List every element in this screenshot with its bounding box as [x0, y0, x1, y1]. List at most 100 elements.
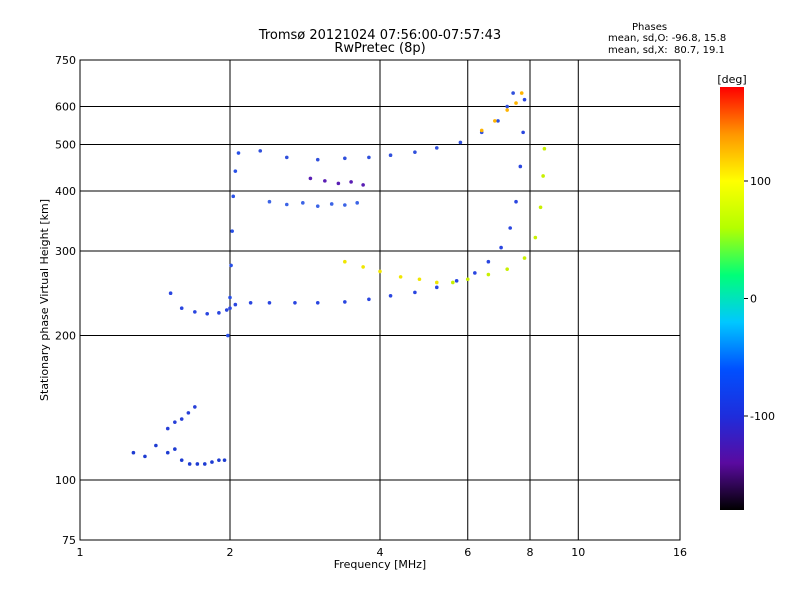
data-point [202, 462, 207, 466]
data-point [231, 194, 236, 199]
data-point [514, 101, 518, 105]
data-point [417, 277, 422, 282]
data-point [505, 108, 509, 112]
phase-stats-o: mean, sd,O: -96.8, 15.8 [608, 33, 727, 44]
data-point [154, 443, 158, 448]
phase-stats-x: mean, sd,X: 80.7, 19.1 [608, 45, 725, 56]
data-point [224, 308, 229, 312]
data-point [367, 297, 371, 302]
data-point [173, 420, 177, 424]
data-point [514, 199, 518, 204]
data-point [258, 149, 263, 153]
data-point [193, 310, 197, 314]
data-point [343, 300, 347, 304]
data-point [236, 151, 241, 155]
data-point [284, 202, 289, 207]
data-point [378, 269, 382, 274]
data-point [315, 204, 320, 208]
data-point [186, 411, 191, 415]
data-point [165, 426, 170, 431]
x-tick-label: 10 [571, 546, 585, 559]
data-point [284, 155, 289, 160]
y-tick-label: 500 [55, 139, 76, 152]
data-point [434, 146, 439, 150]
data-point [361, 265, 365, 269]
data-point [131, 450, 136, 455]
x-tick-label: 6 [464, 546, 471, 559]
data-point [542, 146, 547, 151]
data-point [301, 201, 305, 205]
data-point [293, 301, 297, 305]
data-point [465, 277, 470, 282]
data-point [538, 205, 543, 210]
data-point [343, 156, 347, 161]
data-point [168, 291, 173, 296]
chart-title: Tromsø 20121024 07:56:00-07:57:43 [258, 28, 502, 43]
data-point [187, 462, 192, 466]
data-point [473, 271, 477, 275]
data-point [205, 311, 209, 316]
data-point [355, 201, 359, 205]
x-tick-label: 8 [527, 546, 534, 559]
colorbar-tick-label: 100 [750, 175, 771, 188]
data-point [486, 259, 491, 264]
data-point [230, 229, 234, 233]
data-point [522, 97, 527, 102]
data-point [308, 176, 313, 181]
colorbar-tick-label: -100 [750, 410, 775, 423]
data-point [267, 301, 272, 305]
data-point [343, 203, 347, 207]
y-tick-label: 400 [55, 185, 76, 198]
data-point [179, 306, 184, 311]
data-point [533, 235, 538, 240]
data-point [315, 157, 320, 162]
colorbar [720, 87, 744, 510]
data-point [518, 164, 523, 169]
data-point [519, 91, 524, 95]
data-point [210, 460, 214, 464]
data-point [315, 301, 320, 305]
data-point [195, 462, 200, 466]
data-point [541, 174, 545, 178]
data-point [522, 256, 527, 260]
y-axis-label: Stationary phase Virtual Height [km] [38, 199, 51, 401]
data-point [388, 153, 393, 158]
data-point [505, 267, 509, 271]
data-point [179, 458, 184, 462]
data-point [323, 179, 327, 183]
data-point [179, 417, 184, 421]
data-point [193, 405, 197, 409]
data-point [336, 181, 341, 186]
data-point [479, 128, 484, 133]
y-tick-label: 75 [62, 534, 76, 547]
phase-stats-heading: Phases [632, 22, 668, 33]
data-point [329, 202, 334, 206]
data-point [511, 91, 515, 95]
data-point [505, 104, 509, 109]
data-point [367, 155, 371, 160]
x-tick-label: 16 [673, 546, 687, 559]
data-point [226, 333, 230, 338]
data-point [521, 130, 525, 135]
data-point [228, 295, 232, 300]
colorbar-tick-label: 0 [750, 293, 757, 306]
data-point [233, 302, 238, 307]
data-point [398, 275, 403, 279]
x-tick-label: 2 [227, 546, 234, 559]
data-point [217, 311, 221, 315]
data-point [413, 290, 417, 295]
x-axis-label: Frequency [MHz] [334, 558, 426, 571]
x-tick-label: 1 [77, 546, 84, 559]
y-tick-label: 200 [55, 330, 76, 343]
data-point [434, 280, 439, 285]
data-point [228, 306, 232, 311]
y-tick-label: 100 [55, 474, 76, 487]
data-point [165, 450, 170, 455]
data-point [451, 280, 455, 285]
y-tick-label: 600 [55, 101, 76, 114]
data-point [173, 447, 177, 451]
data-point [458, 140, 463, 145]
data-point [434, 285, 439, 290]
data-point [388, 293, 393, 298]
